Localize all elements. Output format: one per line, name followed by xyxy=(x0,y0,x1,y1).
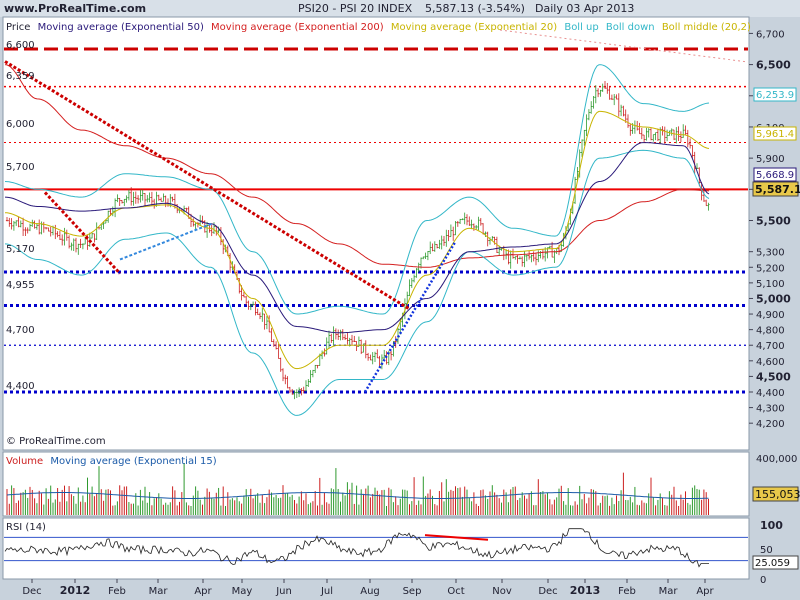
trend-line-up xyxy=(363,241,457,393)
trend-line-down-minor xyxy=(43,191,122,275)
site-title: www.ProRealTime.com xyxy=(4,2,146,15)
rsi-axis-top: 100 xyxy=(760,519,783,532)
legend-ma200: Moving average (Exponential 200) xyxy=(211,22,384,33)
badge-bb-upper: 6,253.9 xyxy=(756,90,794,101)
badge-ma50: 5,668.9 xyxy=(756,170,794,181)
badge-ma20: 5,961.4 xyxy=(756,129,794,140)
badge-ma50-box xyxy=(753,167,797,182)
rsi-line xyxy=(4,528,709,568)
axis-label-5300: 5,300 xyxy=(756,248,785,259)
level-label-5170: 5,170 xyxy=(6,244,35,255)
legend: Price Moving average (Exponential 50) Mo… xyxy=(6,22,751,33)
badge-price-box xyxy=(752,181,799,197)
level-line-fading xyxy=(499,29,749,63)
level-label-6000: 6,000 xyxy=(6,119,35,130)
level-label-5700: 5,700 xyxy=(6,162,35,173)
axis-label-5500: 5,500 xyxy=(756,215,791,228)
rsi-panel xyxy=(2,517,750,580)
level-label-4400: 4,400 xyxy=(6,381,35,392)
axis-label-5000: 5,000 xyxy=(756,292,791,305)
time-label-sep: Sep xyxy=(403,586,422,597)
price-panel xyxy=(2,16,750,451)
rsi-divergence-line xyxy=(424,534,489,541)
time-label-feb: Feb xyxy=(108,586,126,597)
legend-ma20: Moving average (Exponential 20) xyxy=(391,22,557,33)
period-label: Daily 03 Apr 2013 xyxy=(535,2,634,15)
axis-label-5900: 5,900 xyxy=(756,154,785,165)
axis-label-4600: 4,600 xyxy=(756,357,785,368)
legend-boll-middle: Boll middle (20,2) xyxy=(662,22,751,33)
badge-bb-upper-box xyxy=(753,87,797,102)
level-label-6600: 6,600 xyxy=(6,40,35,51)
badge-price: 5,587.13 xyxy=(755,183,800,196)
volume-bars xyxy=(6,463,709,515)
volume-badge-box xyxy=(752,486,799,502)
symbol-title: PSI20 - PSI 20 INDEX xyxy=(298,2,413,15)
level-label-4955: 4,955 xyxy=(6,280,35,291)
rsi-axis-mid: 50 xyxy=(760,545,773,556)
rsi-badge: 25.059 xyxy=(755,558,790,569)
last-price: 5,587.13 (-3.54%) xyxy=(425,2,525,15)
volume-panel xyxy=(2,451,750,517)
legend-ma50: Moving average (Exponential 50) xyxy=(38,22,204,33)
time-label-aug: Aug xyxy=(360,586,380,597)
axis-label-6500: 6,500 xyxy=(756,59,791,72)
boll-up-line xyxy=(4,64,710,315)
time-label-nov: Nov xyxy=(492,586,512,597)
time-label-apr: Apr xyxy=(696,586,714,597)
time-label-apr: Apr xyxy=(194,586,212,597)
trend-lines xyxy=(4,60,457,393)
time-label-jul: Jul xyxy=(320,586,333,597)
rsi-title: RSI (14) xyxy=(6,522,46,533)
time-label-dec: Dec xyxy=(22,586,41,597)
time-label-jun: Jun xyxy=(275,586,292,597)
level-label-4700: 4,700 xyxy=(6,325,35,336)
axis-label-4500: 4,500 xyxy=(756,370,791,383)
indicator-lines xyxy=(4,64,710,416)
time-label-may: May xyxy=(232,586,253,597)
volume-ma-line xyxy=(6,492,709,499)
axis-label-5200: 5,200 xyxy=(756,263,785,274)
axis-label-4700: 4,700 xyxy=(756,341,785,352)
rsi-axis-bottom: 0 xyxy=(760,575,766,586)
time-label-oct: Oct xyxy=(447,586,464,597)
volume-axis-top: 400,000 xyxy=(756,454,797,465)
time-label-dec: Dec xyxy=(538,586,557,597)
time-axis: Dec 2012 Feb Mar Apr May Jun Jul Aug Sep Oct Nov Dec… xyxy=(22,579,715,597)
axis-label-5100: 5,100 xyxy=(756,279,785,290)
legend-price: Price xyxy=(6,22,30,33)
trend-line-up-light xyxy=(119,222,213,261)
axis-label-4300: 4,300 xyxy=(756,404,785,415)
time-label-2013: 2013 xyxy=(570,584,601,597)
axis-label-4900: 4,900 xyxy=(756,310,785,321)
time-label-mar: Mar xyxy=(659,586,679,597)
ma200-line xyxy=(4,64,710,268)
rsi-badge-box xyxy=(752,555,799,570)
trend-line-down-major xyxy=(4,60,411,311)
time-label-feb: Feb xyxy=(618,586,636,597)
axis-label-4400: 4,400 xyxy=(756,388,785,399)
header-bar xyxy=(0,0,800,17)
copyright: © ProRealTime.com xyxy=(6,436,106,447)
legend-boll-up: Boll up xyxy=(564,22,598,33)
volume-title-1: Volume xyxy=(6,456,43,467)
axis-label-6700: 6,700 xyxy=(756,29,785,40)
badge-ma20-box xyxy=(753,126,797,141)
volume-title: Volume Moving average (Exponential 15) xyxy=(6,456,217,467)
axis-label-4800: 4,800 xyxy=(756,326,785,337)
level-label-6359: 6,359 xyxy=(6,71,35,82)
ma50-line xyxy=(4,142,710,334)
rsi-lines xyxy=(4,528,748,568)
volume-badge: 155,053 xyxy=(755,488,800,501)
axis-label-4200: 4,200 xyxy=(756,419,785,430)
volume-title-2: Moving average (Exponential 15) xyxy=(50,456,216,467)
boll-down-line xyxy=(4,149,710,416)
legend-boll-down: Boll down xyxy=(606,22,655,33)
time-label-mar: Mar xyxy=(149,586,169,597)
time-label-2012: 2012 xyxy=(60,584,91,597)
